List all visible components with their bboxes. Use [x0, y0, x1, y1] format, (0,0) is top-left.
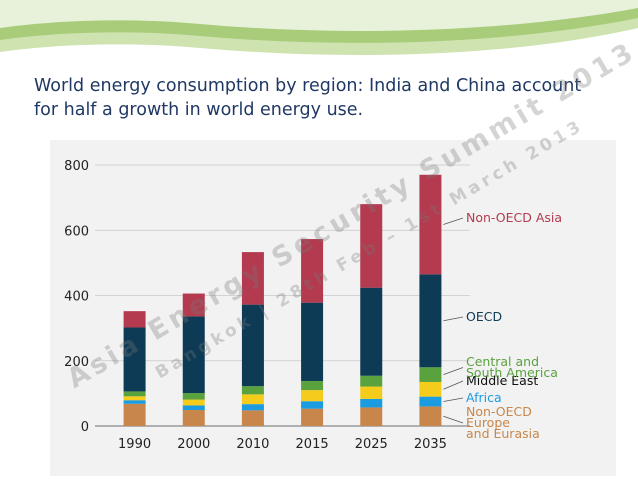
bar-segment-2025-s3 [360, 375, 383, 387]
bar-segment-2010-s2 [241, 394, 264, 405]
y-tick-label-600: 600 [64, 224, 89, 239]
bar-segment-2035-s1 [419, 396, 442, 407]
legend-label-0-2: and Eurasia [466, 426, 540, 441]
x-tick-label-2035: 2035 [414, 437, 447, 452]
bar-segment-2000-s1 [182, 405, 205, 411]
x-tick-label-2015: 2015 [296, 437, 329, 452]
bar-segment-2015-s1 [301, 401, 324, 409]
legend-label-0-0: Non-OECD [466, 404, 532, 419]
slide-title: World energy consumption by region: Indi… [34, 76, 582, 120]
bar-segment-1990-s2 [123, 396, 146, 401]
legend-label-4-0: OECD [466, 309, 502, 324]
bar-segment-2000-s0 [182, 410, 205, 426]
bar-segment-2025-s2 [360, 386, 383, 399]
bar-segment-2035-s4 [419, 274, 442, 368]
legend-label-5-0: Non-OECD Asia [466, 210, 562, 225]
stacked-bar-chart: 0 200 400 600 800 1990 2000 2010 2015 2025 2035 N… [64, 159, 562, 452]
bar-segment-2025-s4 [360, 287, 383, 376]
bar-segment-2000-s2 [182, 399, 205, 406]
bar-segment-2015-s4 [301, 302, 324, 381]
bar-segment-2035-s3 [419, 367, 442, 382]
y-tick-label-400: 400 [64, 290, 89, 305]
legend-label-3-0: Central and [466, 354, 539, 369]
bar-segment-2015-s2 [301, 390, 324, 402]
y-tick-label-0: 0 [81, 420, 89, 435]
bar-segment-2015-s3 [301, 380, 324, 391]
legend-label-2-0: Middle East [466, 373, 538, 388]
bar-segment-2010-s5 [241, 252, 264, 305]
bar-segment-1990-s1 [123, 400, 146, 404]
header-decoration [0, 0, 638, 56]
bar-segment-2025-s5 [360, 204, 383, 288]
bar-segment-2010-s0 [241, 410, 264, 426]
bar-segment-2000-s4 [182, 316, 205, 394]
y-tick-label-800: 800 [64, 159, 89, 174]
legend-label-0-1: Europe [466, 415, 510, 430]
x-tick-label-2010: 2010 [236, 437, 269, 452]
bar-segment-1990-s0 [123, 403, 146, 426]
x-tick-label-1990: 1990 [118, 437, 151, 452]
legend-leader-5 [443, 217, 464, 225]
bar-segment-1990-s3 [123, 391, 146, 397]
bar-segment-2035-s2 [419, 381, 442, 397]
bar-segment-2025-s0 [360, 407, 383, 426]
bar-segment-2010-s3 [241, 386, 264, 395]
legend-label-1-0: Africa [466, 390, 502, 405]
legend-leader-1 [443, 397, 464, 402]
bar-segment-2025-s1 [360, 398, 383, 408]
bar-segment-2035-s5 [419, 174, 442, 275]
legend-leader-3 [443, 367, 464, 375]
bar-segment-2010-s1 [241, 404, 264, 411]
bar-segment-1990-s5 [123, 311, 146, 328]
bar-segment-2015-s0 [301, 408, 324, 426]
y-tick-label-200: 200 [64, 355, 89, 370]
bar-segment-2010-s4 [241, 304, 264, 387]
chart-panel: 0 200 400 600 800 1990 2000 2010 2015 2025 2035 N… [50, 140, 616, 476]
legend-leader-0 [443, 415, 464, 424]
legend-leader-2 [443, 380, 464, 390]
legend-leader-4 [443, 316, 464, 322]
bar-segment-1990-s4 [123, 327, 146, 392]
bar-segment-2035-s0 [419, 406, 442, 426]
bar-segment-2015-s5 [301, 239, 324, 303]
legend-label-3-1: South America [466, 365, 558, 380]
x-tick-label-2000: 2000 [177, 437, 210, 452]
bar-segment-2000-s3 [182, 393, 205, 400]
x-tick-label-2025: 2025 [355, 437, 388, 452]
bar-segment-2000-s5 [182, 293, 205, 317]
